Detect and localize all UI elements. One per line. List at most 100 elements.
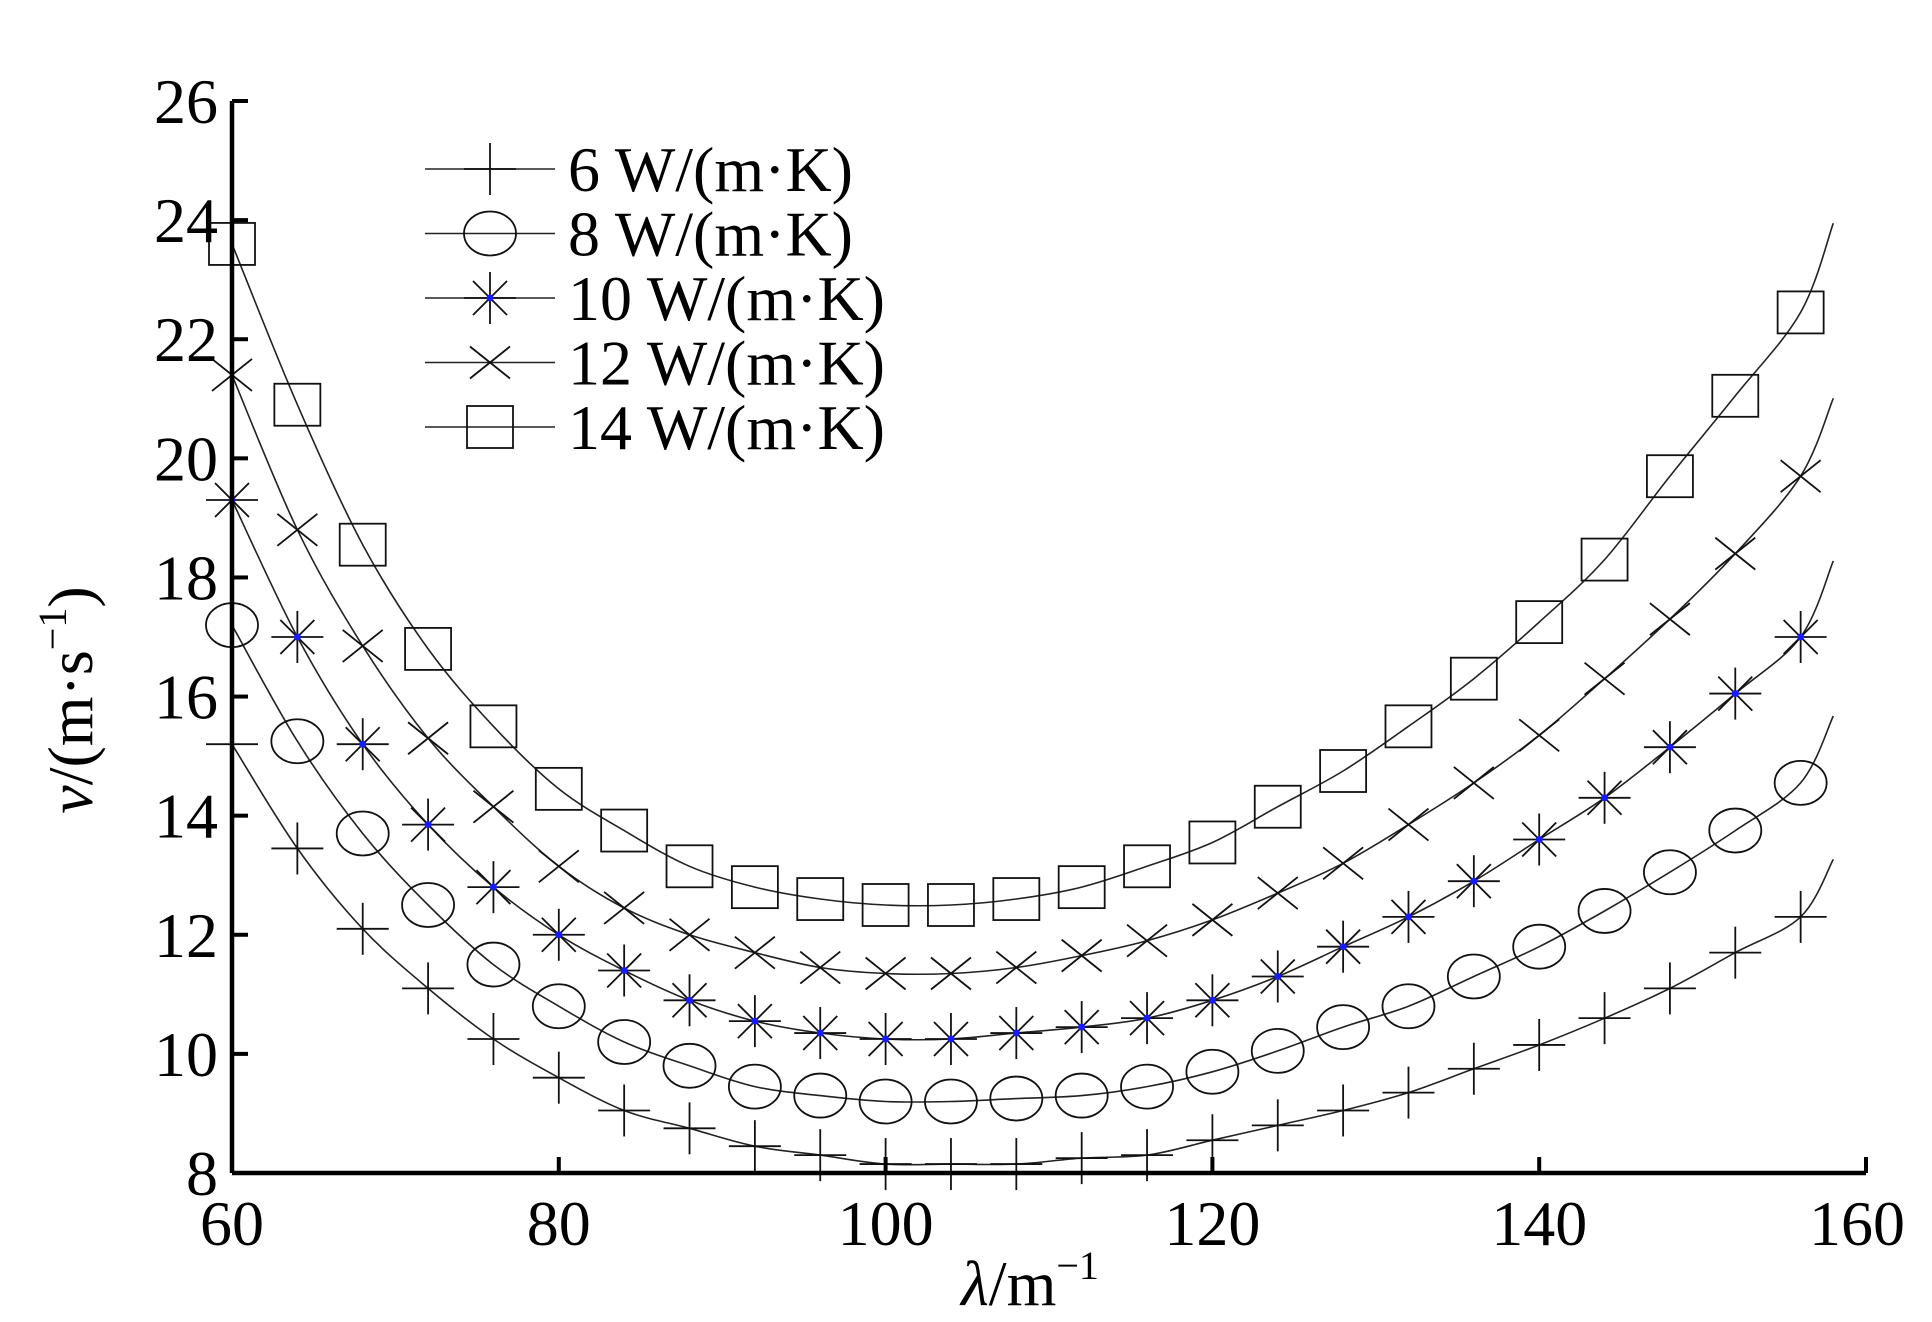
legend-entry-3: 10 W/(m·K): [425, 263, 885, 334]
data-point-s1-3: [336, 902, 389, 955]
legend-label: 12 W/(m·K): [568, 328, 885, 399]
data-point-s1-8: [663, 1102, 716, 1155]
ticks: 60 80 100 120 140 160 8 10 12 14 16 18 20 22 24 26: [154, 66, 1905, 1259]
data-point-s1-6: [532, 1051, 585, 1104]
data-point-s5-3: [338, 522, 387, 567]
data-point-s1-24: [1709, 926, 1762, 979]
data-point-s3-22: [1578, 771, 1631, 824]
data-point-s3-4: [402, 798, 455, 851]
data-point-s3-11: [859, 1013, 912, 1065]
data-point-s4-4: [407, 721, 449, 755]
legend: 6 W/(m·K)8 W/(m·K)10 W/(m·K)12 W/(m·K)14…: [425, 134, 885, 463]
data-point-s5-24: [1711, 373, 1760, 418]
data-point-s4-2: [276, 513, 318, 547]
data-point-s5-7: [600, 808, 649, 853]
data-point-s2-13: [989, 1075, 1044, 1122]
series-curves: [231, 222, 1835, 1166]
data-point-s5-5: [469, 704, 518, 749]
data-point-s2-7: [597, 1019, 652, 1065]
data-point-s5-12: [927, 883, 975, 927]
data-point-s5-18: [1319, 749, 1368, 793]
data-point-s3-6: [532, 908, 585, 961]
y-tick-label-14: 14: [154, 781, 218, 852]
data-point-s4-20: [1453, 766, 1495, 800]
data-point-s4-13: [995, 950, 1037, 985]
legend-label: 6 W/(m·K): [568, 134, 853, 205]
data-point-s4-6: [538, 849, 580, 883]
x-tick-label-60: 60: [200, 1188, 264, 1259]
data-point-s2-3: [335, 810, 390, 857]
data-point-s5-4: [404, 627, 452, 671]
data-point-s5-8: [665, 844, 714, 889]
legend-entry-2: 8 W/(m·K): [425, 199, 853, 270]
data-point-s4-16: [1191, 903, 1233, 937]
legend-entry-5: 14 W/(m·K): [425, 392, 885, 463]
data-point-s2-21: [1512, 923, 1567, 970]
x-tick-label-80: 80: [527, 1188, 591, 1259]
data-point-s1-19: [1382, 1066, 1435, 1119]
data-point-s5-6: [534, 766, 583, 811]
data-point-s4-8: [668, 918, 711, 952]
data-point-s1-14: [1055, 1132, 1108, 1185]
y-axis-close-paren: ): [35, 586, 106, 607]
data-point-s3-3: [336, 718, 389, 771]
data-point-s1-4: [402, 962, 455, 1015]
data-point-s3-14: [1055, 1001, 1108, 1054]
data-point-s4-18: [1322, 846, 1364, 881]
data-point-s4-15: [1126, 924, 1168, 958]
data-point-s4-19: [1387, 807, 1430, 842]
data-point-s2-9: [727, 1063, 782, 1110]
data-point-s5-23: [1646, 454, 1694, 499]
data-point-s4-11: [865, 956, 907, 991]
data-point-s1-13: [990, 1138, 1043, 1191]
legend-marker: [463, 210, 517, 257]
data-point-s3-7: [598, 944, 651, 997]
data-point-s3-12: [924, 1013, 977, 1065]
data-point-s5-20: [1449, 656, 1498, 701]
x-axis-title: λ/m−1: [959, 1243, 1099, 1319]
data-point-s1-7: [598, 1084, 651, 1137]
data-point-s5-15: [1123, 844, 1171, 889]
data-point-s3-2: [271, 611, 324, 663]
data-point-s5-22: [1580, 537, 1629, 582]
data-point-s4-7: [603, 891, 645, 925]
y-tick-label-8: 8: [186, 1138, 218, 1209]
data-point-s3-5: [467, 861, 520, 914]
data-point-s5-21: [1515, 600, 1564, 645]
data-point-s4-12: [930, 956, 972, 991]
data-point-s4-3: [342, 629, 384, 663]
data-point-s2-16: [1185, 1048, 1240, 1095]
y-tick-label-10: 10: [154, 1019, 218, 1090]
x-axis-variable: λ: [959, 1248, 989, 1319]
series-line-4: [231, 374, 1835, 976]
data-point-s5-16: [1188, 820, 1237, 865]
data-point-s3-8: [663, 974, 716, 1027]
data-point-s2-14: [1054, 1072, 1109, 1119]
data-point-s3-21: [1513, 813, 1566, 866]
y-tick-label-16: 16: [154, 662, 218, 733]
data-point-s2-5: [466, 941, 521, 988]
data-point-s1-23: [1643, 962, 1696, 1015]
y-axis-variable: v: [35, 785, 106, 814]
legend-marker: [469, 345, 511, 380]
y-axis-exponent: −1: [30, 608, 75, 651]
data-point-s1-22: [1578, 992, 1631, 1045]
legend-label: 14 W/(m·K): [568, 392, 885, 463]
data-point-s2-15: [1120, 1063, 1174, 1110]
data-point-s3-24: [1709, 667, 1762, 720]
data-point-s2-4: [401, 882, 455, 928]
legend-marker: [464, 143, 516, 195]
data-point-s2-6: [531, 983, 586, 1030]
data-point-s3-17: [1251, 950, 1304, 1003]
data-point-s1-17: [1251, 1099, 1304, 1152]
legend-marker: [464, 272, 516, 324]
data-point-s3-23: [1643, 721, 1696, 774]
x-tick-label-160: 160: [1809, 1188, 1905, 1259]
legend-entry-4: 12 W/(m·K): [425, 328, 885, 399]
x-axis-exponent: −1: [1056, 1243, 1099, 1288]
legend-entry-1: 6 W/(m·K): [425, 134, 853, 205]
data-point-s3-19: [1382, 890, 1435, 943]
x-axis-unit: /m: [989, 1248, 1057, 1319]
data-point-s5-17: [1253, 784, 1302, 829]
data-point-s2-18: [1316, 1004, 1371, 1050]
